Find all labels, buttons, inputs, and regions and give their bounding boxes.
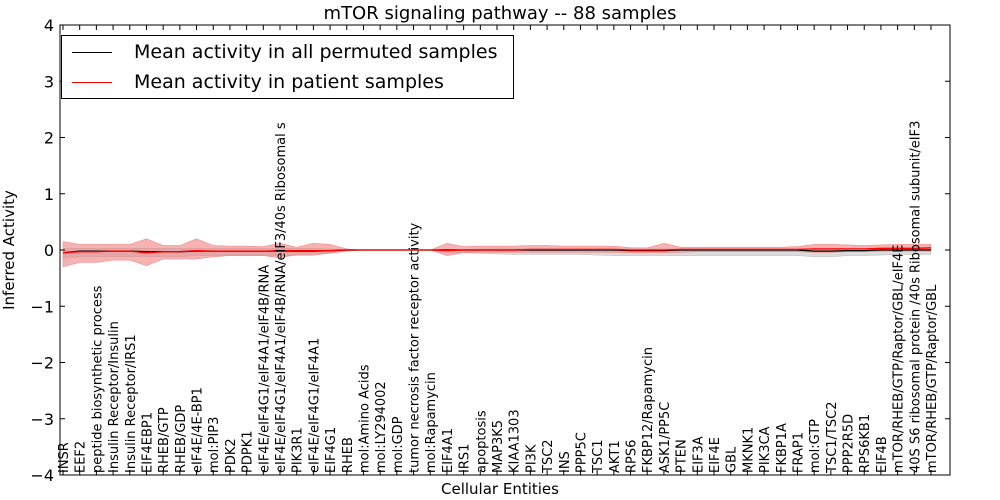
x-axis-label: Cellular Entities [441, 480, 559, 498]
x-tick-label: EEF2 [74, 441, 89, 473]
y-tick-label: 2 [44, 129, 54, 148]
x-tick-label: FRAP1 [791, 432, 806, 473]
x-tick-label: EIF3A [691, 436, 706, 473]
x-tick-label: EIF4B [875, 436, 890, 473]
y-tick-label: −2 [30, 354, 54, 373]
legend-swatch-patient [72, 81, 112, 83]
x-tick-label: EIF4A1 [441, 428, 456, 473]
x-tick-label: EIF4EBP1 [140, 412, 155, 473]
y-tick-label: 1 [44, 185, 54, 204]
x-tick-label: PIK3CA [758, 426, 773, 473]
x-tick-label: RPS6KB1 [858, 414, 873, 473]
legend-entry-patient: Mean activity in patient samples [72, 69, 444, 95]
x-tick-label: PPP2R5D [842, 414, 857, 473]
plot-area-frame [59, 24, 951, 476]
x-tick-label: RHEB/GDP [174, 405, 189, 473]
x-tick-label: FKBP12/Rapamycin [641, 347, 656, 473]
x-tick-label: INS [558, 451, 573, 473]
y-tick-label: 3 [44, 72, 54, 91]
confidence-bands [62, 238, 932, 268]
x-tick-label: mol:LY294002 [374, 381, 389, 473]
x-tick-label: mol:Amino Acids [357, 364, 372, 473]
x-tick-label: RPS6 [625, 440, 640, 473]
x-tick-label: PIK3R1 [291, 427, 306, 473]
x-tick-label: mol:GDP [391, 416, 406, 473]
x-tick-label: mTOR/RHEB/GTP/Raptor/GBL/eIF4E [892, 245, 907, 474]
x-tick-label: AKT1 [608, 440, 623, 473]
x-tick-label: mTOR/RHEB/GTP/Raptor/GBL [925, 284, 940, 473]
x-tick-label: PI3K [524, 444, 539, 473]
x-tick-label: KIAA1303 [508, 409, 523, 473]
x-tick-label: Insulin Receptor/Insulin [107, 321, 122, 473]
x-axis: INSR EEF2 peptide biosynthetic process Insu… [57, 25, 940, 475]
x-tick-label: INSR [57, 442, 72, 473]
x-tick-label: PDK2 [224, 438, 239, 473]
x-tick-label: eIF4E/4E-BP1 [191, 387, 206, 473]
x-tick-label: PPP5C [574, 432, 589, 473]
y-tick-label: −1 [30, 297, 54, 316]
legend-label-permuted: Mean activity in all permuted samples [134, 41, 498, 63]
x-tick-label: eIF4E/eIF4G1/eIF4A1/eIF4B/RNA/eIF3/40s R… [274, 122, 289, 473]
legend-entry-permuted: Mean activity in all permuted samples [72, 39, 497, 65]
y-axis-label: Inferred Activity [0, 190, 18, 310]
series-lines [62, 247, 932, 254]
y-tick-label: 4 [44, 16, 54, 35]
legend: Mean activity in all permuted samples Me… [61, 35, 514, 99]
x-tick-label: IRS1 [458, 444, 473, 473]
x-tick-label: RHEB/GTP [157, 407, 172, 473]
y-tick-label: −3 [30, 410, 54, 429]
x-tick-label: ASK1/PP5C [658, 402, 673, 473]
x-tick-label: MKNK1 [741, 427, 756, 473]
x-tick-label: mol:PIP3 [207, 417, 222, 473]
x-tick-label: TSC1 [591, 439, 606, 474]
x-tick-label: TSC2 [541, 439, 556, 474]
x-tick-label: EIF4G1 [324, 427, 339, 473]
x-tick-label: PTEN [675, 439, 690, 473]
x-tick-label: eIF4E/eIF4G1/eIF4A1 [307, 338, 322, 473]
x-tick-label: TSC1/TSC2 [825, 402, 840, 474]
x-tick-label: 40S S6 ribosomal protein /40s Ribosomal … [908, 121, 923, 473]
legend-label-patient: Mean activity in patient samples [134, 71, 444, 93]
line-series-1 [62, 247, 932, 254]
x-tick-label: GBL [725, 446, 740, 473]
x-tick-label: peptide biosynthetic process [90, 285, 105, 473]
chart-title: mTOR signaling pathway -- 88 samples [324, 3, 677, 24]
x-tick-label: PDPK1 [241, 431, 256, 474]
y-axis: −4 −3 −2 −1 0 1 2 3 4 [30, 16, 950, 485]
x-tick-label: FKBP1A [775, 423, 790, 473]
x-tick-label: mol:GTP [808, 419, 823, 473]
legend-swatch-permuted [72, 51, 112, 53]
x-tick-label: eIF4E/eIF4G1/eIF4A1/eIF4B/RNA [257, 265, 272, 473]
x-tick-label: tumor necrosis factor receptor activity [408, 222, 423, 473]
x-tick-label: MAP3K5 [491, 420, 506, 473]
x-tick-label: apoptosis [474, 410, 489, 473]
y-tick-label: 0 [44, 241, 54, 260]
x-tick-label: Insulin Receptor/IRS1 [124, 334, 139, 473]
x-tick-label: mol:Rapamycin [424, 372, 439, 473]
y-tick-label: −4 [30, 466, 54, 485]
x-tick-label: EIF4E [708, 437, 723, 473]
x-tick-label: RHEB [341, 437, 356, 473]
